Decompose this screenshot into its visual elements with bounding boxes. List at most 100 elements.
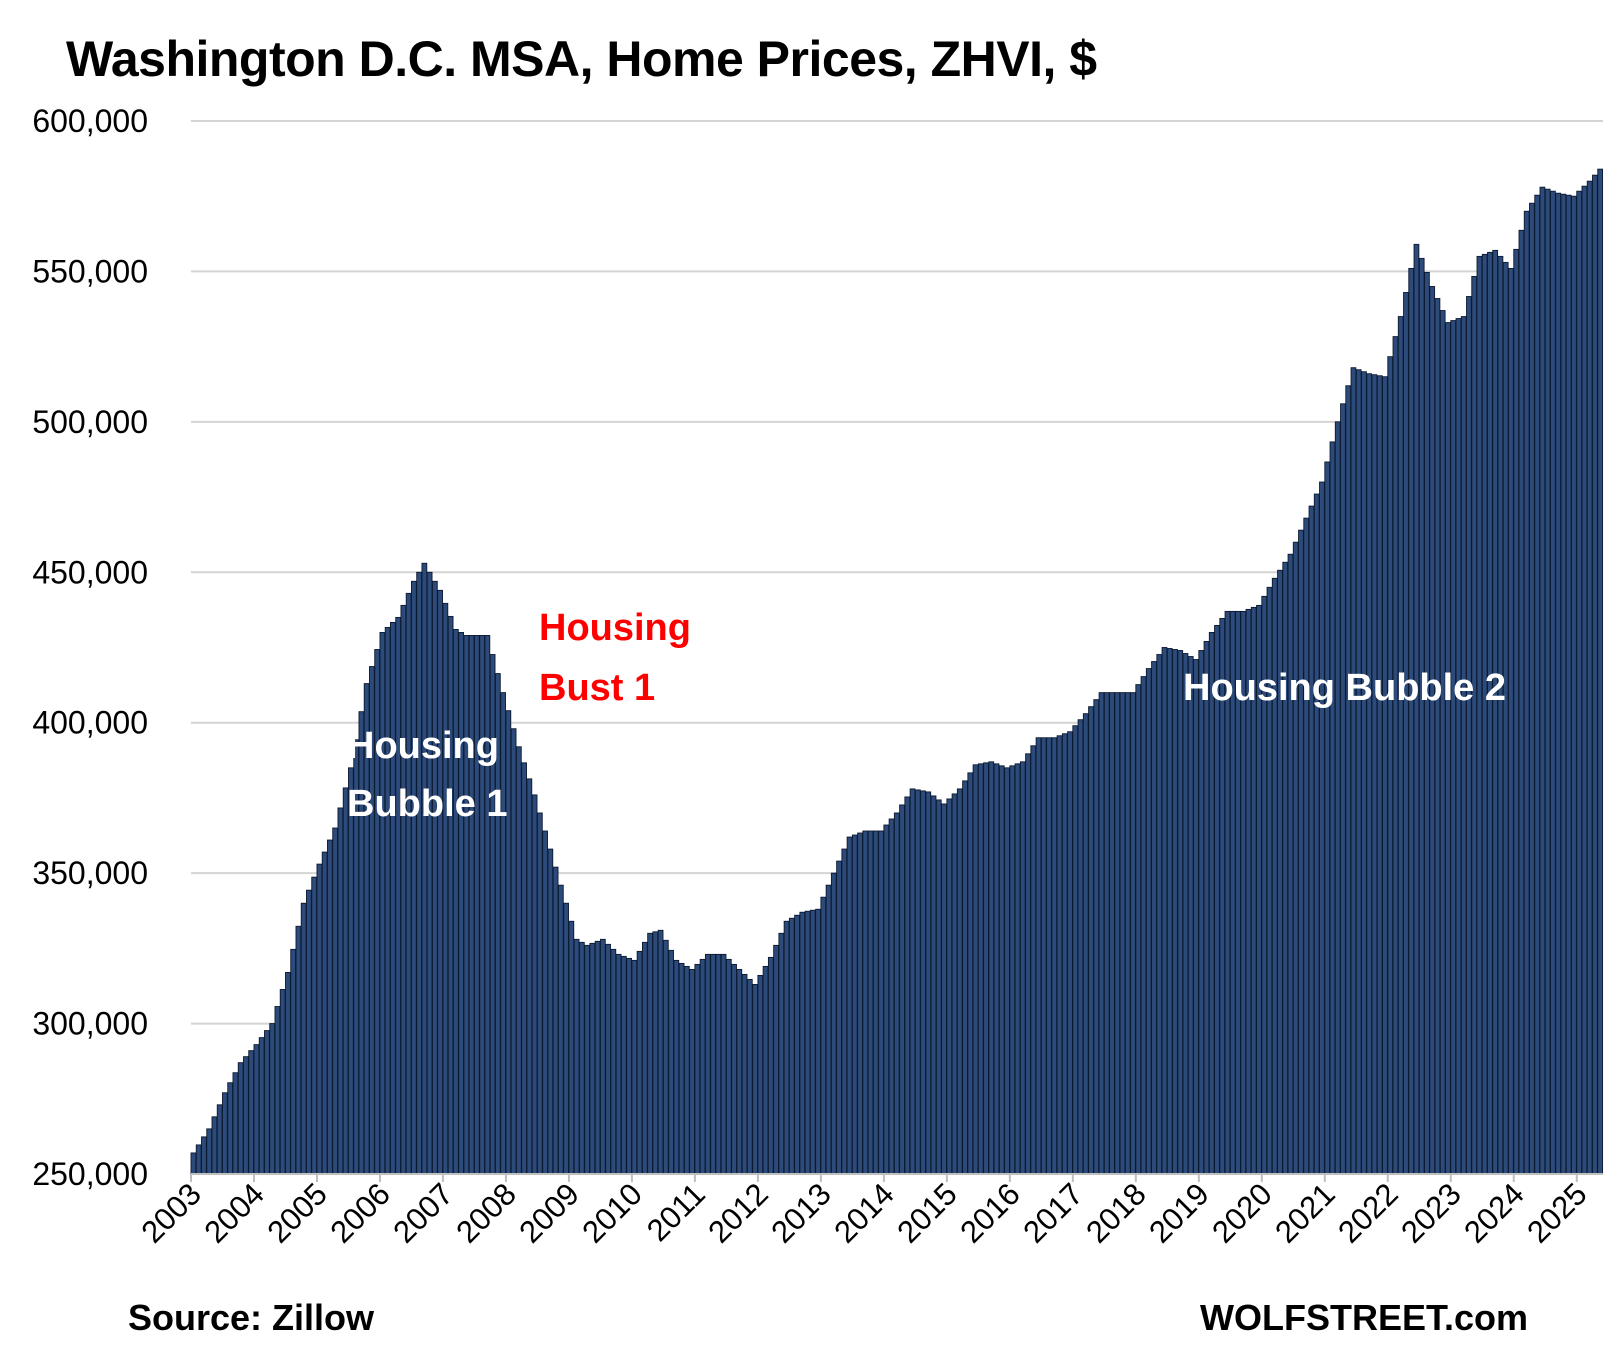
- x-tick-label: 2006: [323, 1176, 397, 1250]
- bar: [615, 953, 622, 1175]
- x-tick-label: 2024: [1457, 1176, 1531, 1250]
- bar: [332, 827, 339, 1175]
- bar: [1203, 641, 1210, 1175]
- bar: [1177, 650, 1184, 1175]
- bar: [1576, 190, 1583, 1175]
- bar: [904, 796, 911, 1175]
- bar: [1565, 194, 1572, 1175]
- y-tick-label: 550,000: [32, 253, 148, 289]
- y-tick-label: 600,000: [32, 103, 148, 139]
- bar: [1298, 529, 1304, 1175]
- annotation-line: Housing: [539, 607, 691, 649]
- bar: [1088, 706, 1094, 1175]
- bar: [316, 863, 323, 1175]
- source-label: Source: Zillow: [128, 1297, 375, 1338]
- bar: [552, 866, 559, 1175]
- bar: [1439, 310, 1446, 1175]
- y-tick-label: 250,000: [32, 1156, 148, 1192]
- brand-label: WOLFSTREET.com: [1200, 1297, 1529, 1338]
- bar: [1424, 271, 1430, 1175]
- chart-title: Washington D.C. MSA, Home Prices, ZHVI, …: [66, 31, 1097, 87]
- bar: [715, 953, 722, 1175]
- bar: [757, 974, 764, 1175]
- bar: [1025, 753, 1031, 1175]
- bar: [348, 767, 354, 1175]
- bar: [1413, 243, 1420, 1175]
- bar: [746, 979, 753, 1175]
- bar: [589, 942, 596, 1175]
- bar: [1156, 654, 1163, 1175]
- bar: [1103, 692, 1110, 1175]
- x-tick-label: 2009: [512, 1176, 586, 1250]
- bar: [1550, 190, 1556, 1175]
- bar: [327, 839, 333, 1175]
- bar: [536, 812, 543, 1175]
- bar: [1208, 632, 1215, 1175]
- bar: [311, 876, 318, 1175]
- bar: [227, 1082, 234, 1175]
- bar: [620, 955, 627, 1175]
- bar: [1371, 374, 1378, 1175]
- annotation-line: Housing Bubble 2: [1183, 667, 1506, 709]
- bar: [542, 830, 548, 1175]
- annotation-line: Bust 1: [539, 667, 655, 709]
- x-tick-label: 2013: [764, 1176, 838, 1250]
- bar: [1555, 192, 1562, 1175]
- bar: [1534, 194, 1541, 1175]
- bar: [662, 939, 669, 1175]
- bar: [274, 1006, 281, 1175]
- bar: [1471, 275, 1478, 1175]
- bar: [1035, 737, 1042, 1175]
- bar: [830, 872, 837, 1175]
- bar: [1277, 569, 1283, 1175]
- bar: [500, 692, 506, 1175]
- x-axis-tick-labels: 2003200420052006200720082009201020112012…: [134, 1174, 1594, 1250]
- bar: [395, 616, 401, 1175]
- bar: [1119, 692, 1126, 1175]
- bar: [1476, 255, 1483, 1175]
- bar: [888, 818, 895, 1175]
- y-tick-label: 300,000: [32, 1006, 148, 1042]
- bar: [531, 794, 538, 1175]
- bar: [683, 965, 690, 1175]
- bar: [762, 965, 769, 1175]
- bar: [862, 830, 869, 1175]
- bar: [1460, 316, 1467, 1175]
- bar: [384, 626, 391, 1175]
- bar: [993, 763, 1000, 1175]
- bar: [484, 635, 491, 1175]
- bar: [1481, 253, 1488, 1175]
- bar: [967, 772, 974, 1175]
- y-axis-tick-labels: 250,000 300,000 350,000 400,000 450,000 500,0…: [32, 103, 148, 1192]
- bar: [447, 615, 454, 1175]
- bar: [673, 959, 680, 1175]
- bar: [778, 932, 785, 1175]
- bar: [237, 1062, 244, 1175]
- bar: [641, 941, 648, 1175]
- bar: [1429, 286, 1436, 1175]
- bar: [1445, 322, 1451, 1175]
- bar: [647, 932, 653, 1175]
- bar: [689, 968, 695, 1175]
- bar: [1172, 649, 1178, 1175]
- bar: [405, 592, 412, 1175]
- bar: [988, 761, 995, 1175]
- bar: [1487, 251, 1493, 1175]
- x-tick-label: 2010: [575, 1176, 649, 1250]
- bar: [1508, 267, 1514, 1175]
- bar: [1067, 731, 1073, 1175]
- bar: [358, 711, 365, 1175]
- bar: [605, 943, 611, 1175]
- annotation-label: Housing Bubble 1: [347, 725, 507, 825]
- x-tick-label: 2022: [1331, 1176, 1405, 1250]
- bar: [390, 621, 396, 1175]
- bar: [253, 1044, 260, 1175]
- x-tick-label: 2015: [890, 1176, 964, 1250]
- bar: [594, 940, 601, 1175]
- bar: [998, 765, 1005, 1175]
- bar: [1376, 375, 1383, 1175]
- bar: [867, 830, 874, 1175]
- bar: [1560, 193, 1567, 1175]
- bar: [337, 807, 344, 1175]
- bar: [893, 812, 900, 1175]
